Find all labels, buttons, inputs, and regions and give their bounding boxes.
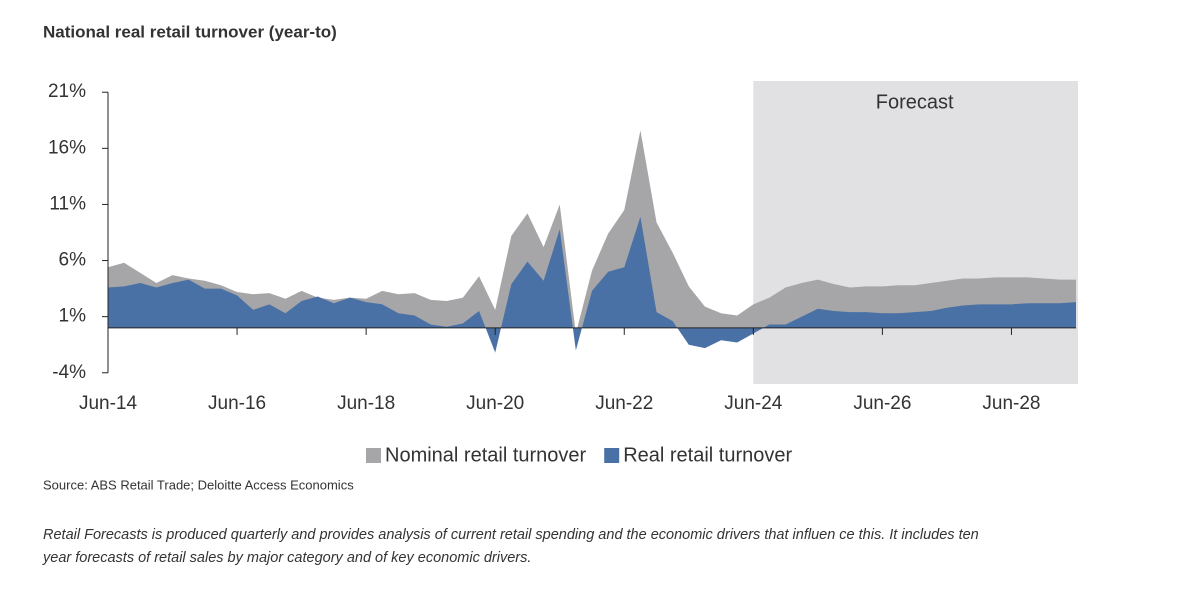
x-tick-label: Jun-28 bbox=[982, 393, 1040, 414]
x-tick-label: Jun-20 bbox=[466, 393, 524, 414]
legend-swatch bbox=[604, 448, 620, 463]
note-line: year forecasts of retail sales by major … bbox=[42, 550, 531, 566]
y-tick-label: -4% bbox=[52, 362, 86, 383]
x-tick-label: Jun-22 bbox=[595, 393, 653, 414]
y-tick-label: 16% bbox=[48, 137, 86, 158]
y-tick-label: 6% bbox=[59, 250, 87, 271]
x-tick-label: Jun-18 bbox=[337, 393, 395, 414]
legend-swatch bbox=[366, 448, 381, 463]
y-tick-label: 21% bbox=[48, 81, 86, 102]
legend: Nominal retail turnover Real retail turno… bbox=[366, 444, 793, 466]
y-tick-label: 1% bbox=[59, 306, 87, 327]
x-tick-label: Jun-24 bbox=[724, 393, 783, 414]
x-tick-label: Jun-14 bbox=[79, 393, 138, 414]
legend-label: Real retail turnover bbox=[623, 444, 792, 466]
x-tick-label: Jun-16 bbox=[208, 393, 266, 414]
source: Source: ABS Retail Trade; Deloitte Acces… bbox=[43, 477, 354, 492]
area bbox=[108, 216, 1076, 353]
forecast-region bbox=[753, 81, 1078, 384]
forecast-label: Forecast bbox=[876, 91, 954, 113]
legend-label: Nominal retail turnover bbox=[385, 444, 587, 466]
y-tick-label: 11% bbox=[49, 193, 86, 214]
x-tick-label: Jun-26 bbox=[853, 393, 911, 414]
chart-title: National real retail turnover (year-to) bbox=[43, 22, 337, 41]
note-line: Retail Forecasts is produced quarterly a… bbox=[43, 527, 979, 543]
